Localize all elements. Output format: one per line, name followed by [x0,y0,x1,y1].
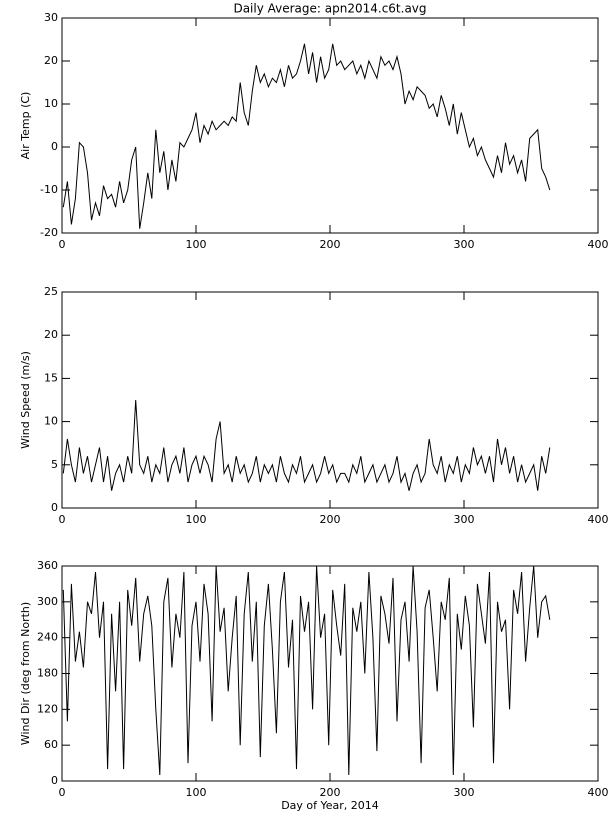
x-tick-label: 300 [454,786,475,799]
y-tick-label: 10 [44,415,58,428]
data-line [62,43,551,229]
y-tick-label: 360 [37,559,58,572]
y-tick-label: -20 [40,226,58,239]
x-tick-label: 0 [59,513,66,526]
x-tick-label: 300 [454,513,475,526]
y-tick-label: 240 [37,631,58,644]
y-tick-label: 30 [44,11,58,24]
x-tick-label: 100 [186,786,207,799]
y-tick-label: 300 [37,595,58,608]
y-tick-label: 180 [37,667,58,680]
x-tick-label: 200 [320,786,341,799]
y-axis-label: Wind Speed (m/s) [19,351,32,449]
x-tick-label: 400 [588,786,609,799]
x-tick-label: 0 [59,786,66,799]
y-tick-label: 60 [44,738,58,751]
y-tick-label: 0 [51,774,58,787]
x-tick-label: 200 [320,238,341,251]
y-tick-label: 25 [44,285,58,298]
y-tick-label: 5 [51,458,58,471]
data-line [62,399,551,491]
y-tick-label: -10 [40,183,58,196]
x-tick-label: 300 [454,238,475,251]
data-line [62,565,551,776]
x-axis-label: Day of Year, 2014 [281,799,379,812]
y-axis-label: Air Temp (C) [19,92,32,160]
x-tick-label: 100 [186,238,207,251]
chart-title: Daily Average: apn2014.c6t.avg [233,2,426,16]
y-tick-label: 0 [51,501,58,514]
x-tick-label: 200 [320,513,341,526]
y-tick-label: 20 [44,328,58,341]
y-tick-label: 15 [44,371,58,384]
y-tick-label: 10 [44,97,58,110]
x-tick-label: 100 [186,513,207,526]
x-tick-label: 400 [588,513,609,526]
x-tick-label: 0 [59,238,66,251]
y-axis-label: Wind Dir (deg from North) [19,602,32,745]
x-tick-label: 400 [588,238,609,251]
y-tick-label: 120 [37,702,58,715]
y-tick-label: 0 [51,140,58,153]
y-tick-label: 20 [44,54,58,67]
